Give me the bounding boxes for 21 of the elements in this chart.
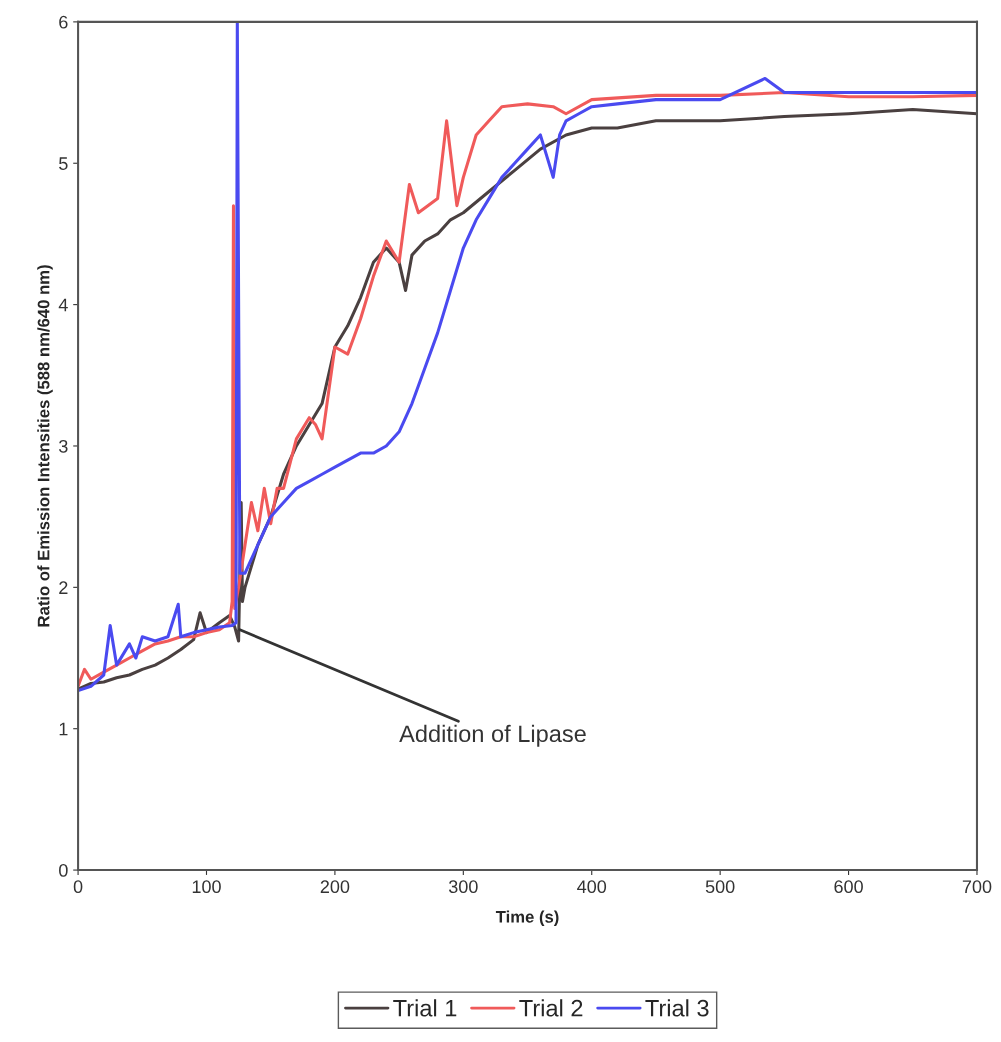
y-tick-label: 6 bbox=[59, 15, 68, 29]
legend-label: Trial 3 bbox=[645, 999, 709, 1017]
x-tick-label: 400 bbox=[577, 880, 607, 894]
y-tick-label: 2 bbox=[59, 581, 68, 594]
legend-label: Trial 2 bbox=[519, 999, 583, 1017]
x-tick-label: 300 bbox=[448, 880, 478, 894]
x-tick-label: 100 bbox=[192, 880, 221, 894]
y-tick-label: 1 bbox=[59, 722, 68, 736]
y-tick-label: 3 bbox=[59, 439, 68, 453]
y-tick-label: 5 bbox=[59, 157, 68, 170]
y-axis-title: Ratio of Emission Intensities (588 nm/640 nm) bbox=[37, 265, 53, 627]
legend-label: Trial 1 bbox=[393, 999, 457, 1017]
y-tick-label: 4 bbox=[58, 298, 68, 312]
annotation: Addition of Lipase bbox=[399, 724, 586, 747]
x-tick-label: 500 bbox=[705, 880, 735, 894]
x-tick-label: 0 bbox=[73, 880, 83, 894]
x-tick-label: 700 bbox=[962, 880, 992, 894]
x-tick-label: 200 bbox=[320, 880, 350, 894]
y-tick-label: 0 bbox=[59, 864, 68, 877]
x-tick-label: 600 bbox=[834, 880, 863, 894]
x-axis-title: Time (s) bbox=[495, 910, 559, 927]
